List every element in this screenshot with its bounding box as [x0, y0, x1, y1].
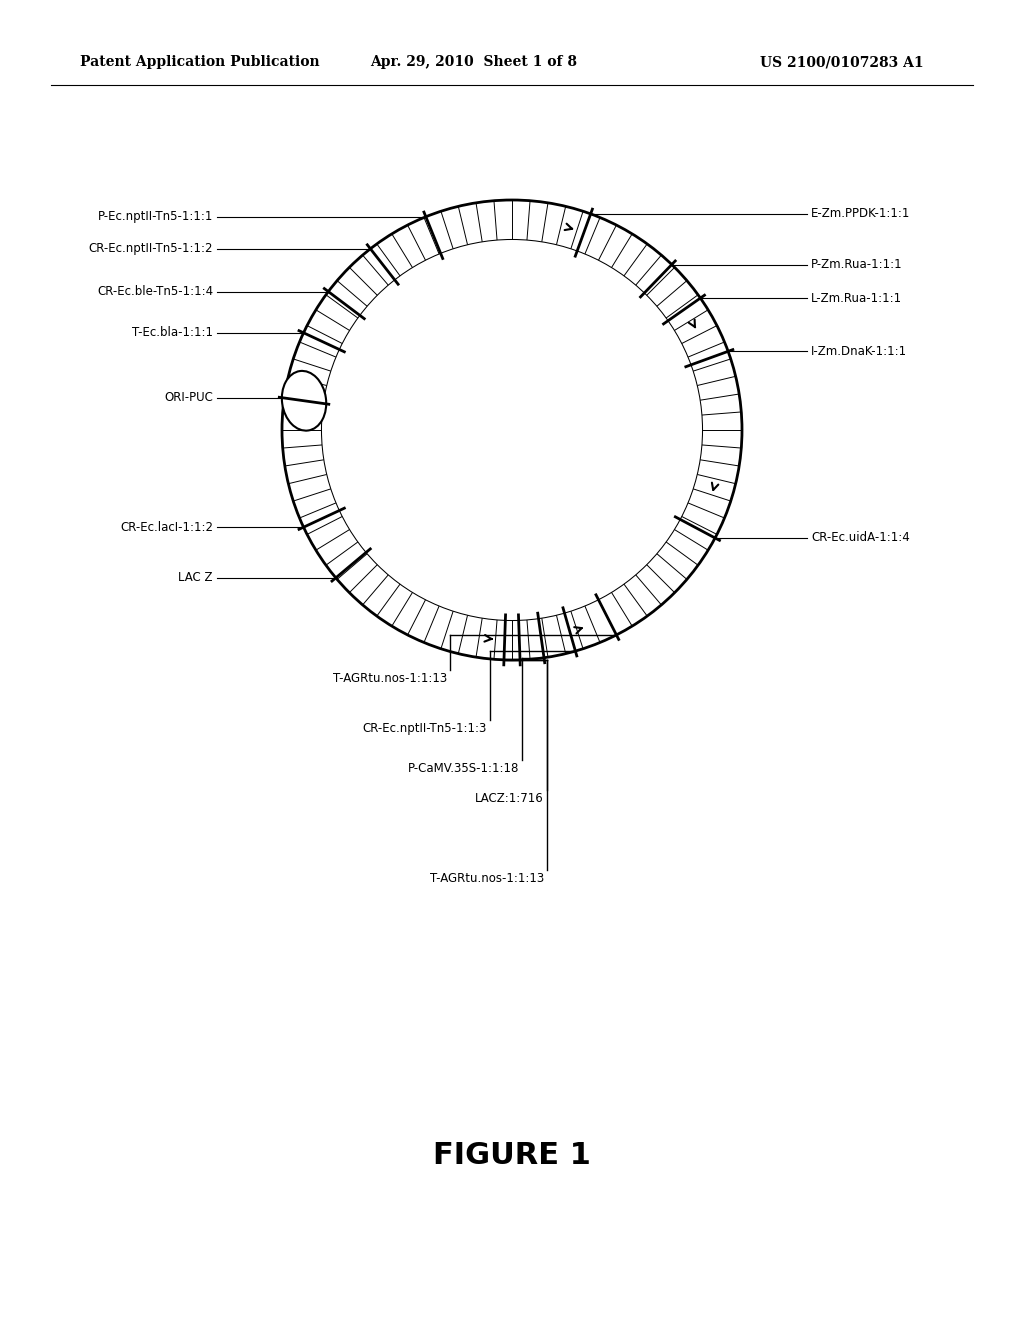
Text: LACZ:1:716: LACZ:1:716 — [475, 792, 544, 805]
Text: US 2100/0107283 A1: US 2100/0107283 A1 — [760, 55, 924, 69]
Text: ORI-PUC: ORI-PUC — [164, 392, 213, 404]
Ellipse shape — [282, 371, 327, 430]
Text: P_Zm.PPDK + P_Zm.Rua/CV: P_Zm.PPDK + P_Zm.Rua/CV — [396, 433, 628, 451]
Text: E-Zm.PPDK-1:1:1: E-Zm.PPDK-1:1:1 — [811, 207, 910, 220]
Text: Patent Application Publication: Patent Application Publication — [80, 55, 319, 69]
Text: Apr. 29, 2010  Sheet 1 of 8: Apr. 29, 2010 Sheet 1 of 8 — [370, 55, 577, 69]
Text: T-Ec.bla-1:1:1: T-Ec.bla-1:1:1 — [132, 326, 213, 339]
Text: T-AGRtu.nos-1:1:13: T-AGRtu.nos-1:1:13 — [430, 873, 544, 884]
Text: P-Ec.nptII-Tn5-1:1:1: P-Ec.nptII-Tn5-1:1:1 — [97, 210, 213, 223]
Text: I-Zm.DnaK-1:1:1: I-Zm.DnaK-1:1:1 — [811, 345, 907, 358]
Text: P-Zm.Rua-1:1:1: P-Zm.Rua-1:1:1 — [811, 257, 902, 271]
Text: CR-Ec.uidA-1:1:4: CR-Ec.uidA-1:1:4 — [811, 532, 909, 544]
Text: CR-Ec.nptII-Tn5-1:1:3: CR-Ec.nptII-Tn5-1:1:3 — [362, 722, 487, 735]
Text: L-Zm.Rua-1:1:1: L-Zm.Rua-1:1:1 — [811, 292, 902, 305]
Text: CR-Ec.nptII-Tn5-1:1:2: CR-Ec.nptII-Tn5-1:1:2 — [88, 243, 213, 255]
Text: FIGURE 1: FIGURE 1 — [433, 1140, 591, 1170]
Text: LAC Z: LAC Z — [178, 572, 213, 585]
Circle shape — [282, 201, 742, 660]
Text: T-AGRtu.nos-1:1:13: T-AGRtu.nos-1:1:13 — [333, 672, 447, 685]
Text: 8638 bp: 8638 bp — [478, 463, 546, 480]
Circle shape — [322, 240, 702, 620]
Text: pMON78391: pMON78391 — [440, 403, 584, 422]
Text: P-CaMV.35S-1:1:18: P-CaMV.35S-1:1:18 — [408, 762, 519, 775]
Text: CR-Ec.ble-Tn5-1:1:4: CR-Ec.ble-Tn5-1:1:4 — [97, 285, 213, 298]
Text: CR-Ec.lacI-1:1:2: CR-Ec.lacI-1:1:2 — [120, 520, 213, 533]
